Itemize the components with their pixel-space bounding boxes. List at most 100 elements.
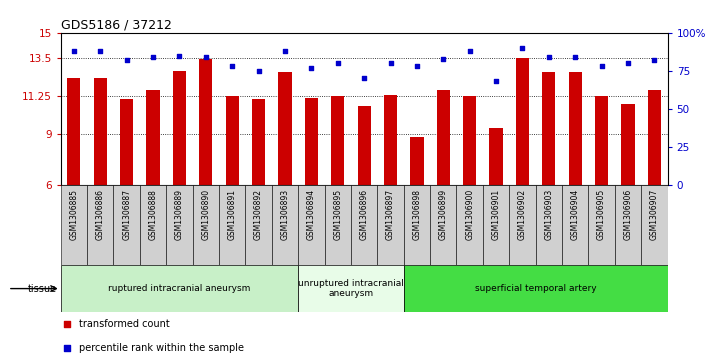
Point: [226, 63, 238, 69]
Bar: [516, 58, 529, 185]
Bar: [456, 185, 483, 265]
Bar: [252, 99, 265, 185]
Bar: [351, 185, 377, 265]
Bar: [114, 185, 140, 265]
Bar: [193, 185, 219, 265]
Text: GSM1306897: GSM1306897: [386, 189, 395, 240]
Bar: [298, 265, 403, 312]
Point: [649, 57, 660, 63]
Bar: [173, 71, 186, 185]
Bar: [483, 185, 509, 265]
Point: [68, 48, 79, 54]
Text: GSM1306891: GSM1306891: [228, 189, 237, 240]
Bar: [140, 185, 166, 265]
Text: GSM1306900: GSM1306900: [466, 189, 474, 240]
Bar: [226, 96, 238, 185]
Text: GSM1306888: GSM1306888: [149, 189, 158, 240]
Text: GSM1306902: GSM1306902: [518, 189, 527, 240]
Bar: [562, 185, 588, 265]
Bar: [595, 96, 608, 185]
Text: GSM1306903: GSM1306903: [544, 189, 553, 240]
Bar: [542, 73, 555, 185]
Point: [332, 60, 343, 66]
Text: GSM1306899: GSM1306899: [439, 189, 448, 240]
Text: GSM1306894: GSM1306894: [307, 189, 316, 240]
Bar: [641, 185, 668, 265]
Bar: [358, 106, 371, 185]
Text: GSM1306898: GSM1306898: [413, 189, 421, 240]
Bar: [87, 185, 114, 265]
Point: [121, 57, 132, 63]
Text: GSM1306890: GSM1306890: [201, 189, 211, 240]
Bar: [568, 73, 582, 185]
Bar: [120, 99, 134, 185]
Bar: [403, 265, 668, 312]
Text: GSM1306889: GSM1306889: [175, 189, 184, 240]
Text: GSM1306907: GSM1306907: [650, 189, 659, 240]
Point: [279, 48, 291, 54]
Text: GSM1306905: GSM1306905: [597, 189, 606, 240]
Bar: [403, 185, 430, 265]
Point: [358, 76, 370, 81]
Text: GSM1306906: GSM1306906: [623, 189, 633, 240]
Bar: [61, 185, 87, 265]
Bar: [430, 185, 456, 265]
Point: [147, 54, 159, 60]
Bar: [305, 98, 318, 185]
Text: transformed count: transformed count: [79, 319, 170, 329]
Bar: [377, 185, 403, 265]
Text: tissue: tissue: [28, 284, 57, 294]
Bar: [298, 185, 325, 265]
Bar: [331, 96, 344, 185]
Bar: [199, 59, 212, 185]
Bar: [67, 78, 81, 185]
Text: GSM1306885: GSM1306885: [69, 189, 79, 240]
Point: [94, 48, 106, 54]
Text: GSM1306896: GSM1306896: [360, 189, 368, 240]
Point: [570, 54, 581, 60]
Point: [174, 53, 185, 58]
Bar: [463, 96, 476, 185]
Point: [517, 45, 528, 51]
Text: GSM1306887: GSM1306887: [122, 189, 131, 240]
Text: unruptured intracranial
aneurysm: unruptured intracranial aneurysm: [298, 279, 404, 298]
Text: superficial temporal artery: superficial temporal artery: [475, 284, 596, 293]
Text: GSM1306901: GSM1306901: [491, 189, 501, 240]
Point: [306, 65, 317, 71]
Bar: [648, 90, 661, 185]
Bar: [621, 104, 635, 185]
Point: [438, 56, 449, 61]
Point: [200, 54, 211, 60]
Bar: [411, 137, 423, 185]
Point: [543, 54, 555, 60]
Bar: [272, 185, 298, 265]
Point: [623, 60, 634, 66]
Bar: [384, 95, 397, 185]
Bar: [615, 185, 641, 265]
Bar: [325, 185, 351, 265]
Bar: [509, 185, 536, 265]
Bar: [437, 90, 450, 185]
Point: [253, 68, 264, 74]
Bar: [61, 265, 298, 312]
Point: [491, 78, 502, 84]
Text: GSM1306895: GSM1306895: [333, 189, 342, 240]
Point: [61, 321, 73, 327]
Bar: [536, 185, 562, 265]
Bar: [246, 185, 272, 265]
Point: [385, 60, 396, 66]
Text: percentile rank within the sample: percentile rank within the sample: [79, 343, 244, 352]
Bar: [94, 78, 107, 185]
Point: [464, 48, 476, 54]
Bar: [146, 90, 160, 185]
Point: [61, 345, 73, 351]
Bar: [278, 73, 291, 185]
Text: GSM1306892: GSM1306892: [254, 189, 263, 240]
Bar: [588, 185, 615, 265]
Text: GSM1306893: GSM1306893: [281, 189, 289, 240]
Text: GSM1306904: GSM1306904: [570, 189, 580, 240]
Bar: [490, 127, 503, 185]
Text: ruptured intracranial aneurysm: ruptured intracranial aneurysm: [109, 284, 251, 293]
Point: [411, 63, 423, 69]
Bar: [166, 185, 193, 265]
